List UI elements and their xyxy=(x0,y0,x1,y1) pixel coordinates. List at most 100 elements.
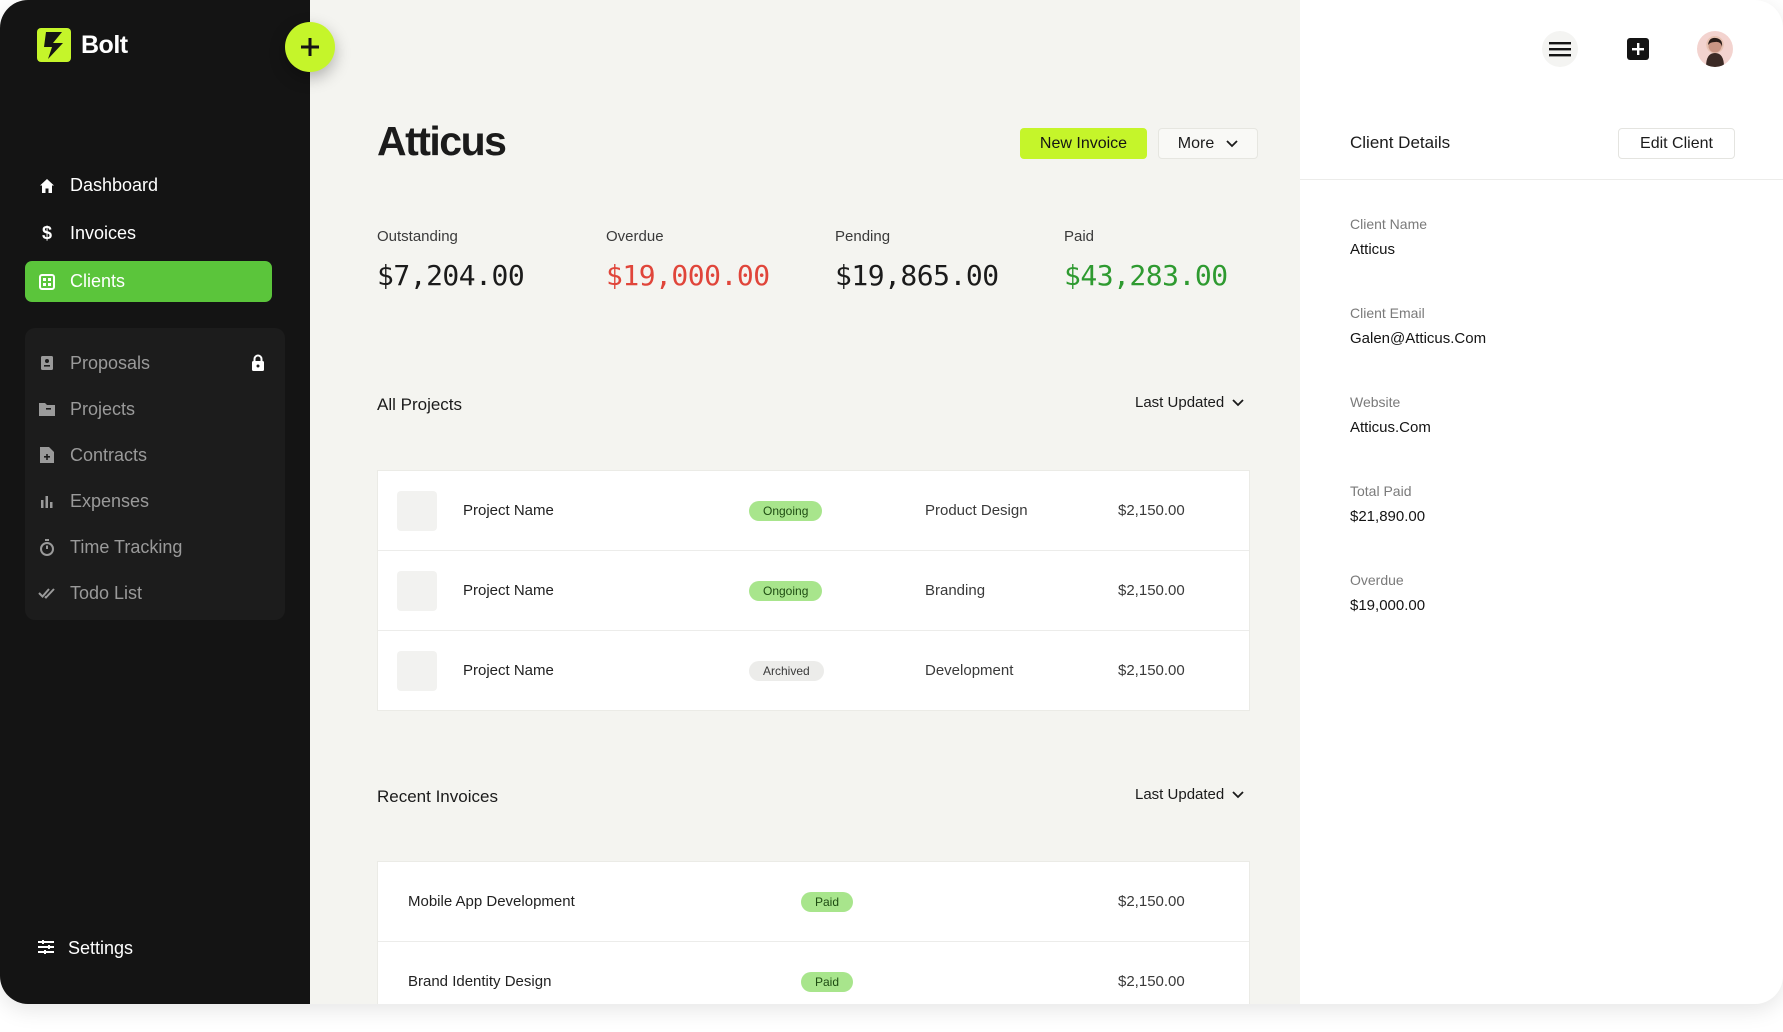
project-amount: $2,150.00 xyxy=(1118,502,1185,519)
project-name: Project Name xyxy=(463,502,554,519)
field-label: Total Paid xyxy=(1350,483,1412,499)
sidebar-item-expenses[interactable]: Expenses xyxy=(25,478,285,524)
status-cell: Archived xyxy=(749,631,824,710)
invoice-name: Mobile App Development xyxy=(408,893,575,910)
new-invoice-button[interactable]: New Invoice xyxy=(1020,128,1147,159)
more-dropdown[interactable]: More xyxy=(1158,128,1258,159)
home-icon xyxy=(38,177,56,195)
sidebar-item-label: Proposals xyxy=(70,352,151,373)
stat-overdue: Overdue $19,000.00 xyxy=(606,228,770,292)
invoice-amount: $2,150.00 xyxy=(1118,973,1185,990)
status-badge: Ongoing xyxy=(749,580,823,601)
client-details-panel: Client Details Edit Client Client Name A… xyxy=(1300,0,1783,1004)
divider xyxy=(1300,179,1783,180)
project-name: Project Name xyxy=(463,582,554,599)
projects-table: Project Name Ongoing Product Design $2,1… xyxy=(377,470,1250,711)
status-cell: Paid xyxy=(801,942,854,1004)
invoice-name: Brand Identity Design xyxy=(408,973,552,990)
edit-client-button[interactable]: Edit Client xyxy=(1618,128,1735,159)
stat-value: $43,283.00 xyxy=(1064,259,1228,292)
panel-title: Client Details xyxy=(1350,133,1451,152)
projects-section-title: All Projects xyxy=(377,395,463,414)
sliders-icon xyxy=(38,938,54,959)
project-thumbnail xyxy=(397,491,437,531)
sidebar: Bolt Dashboard $ Invoices xyxy=(0,0,310,1004)
project-name: Project Name xyxy=(463,662,554,679)
sidebar-item-label: Invoices xyxy=(70,223,137,243)
project-amount: $2,150.00 xyxy=(1118,582,1185,599)
folder-icon xyxy=(38,400,56,418)
status-cell: Ongoing xyxy=(749,551,823,630)
project-thumbnail xyxy=(397,651,437,691)
project-thumbnail xyxy=(397,571,437,611)
project-type: Development xyxy=(925,662,1014,679)
sidebar-item-todo-list[interactable]: Todo List xyxy=(25,570,285,616)
field-value: Atticus.Com xyxy=(1350,419,1431,436)
table-row[interactable]: Project Name Archived Development $2,150… xyxy=(378,631,1249,710)
chevron-down-icon xyxy=(1226,139,1238,147)
status-badge: Archived xyxy=(749,660,824,681)
main-nav: Dashboard $ Invoices Clients xyxy=(25,165,272,309)
field-value: $21,890.00 xyxy=(1350,508,1426,525)
invoice-amount: $2,150.00 xyxy=(1118,893,1185,910)
project-amount: $2,150.00 xyxy=(1118,662,1185,679)
sidebar-item-label: Expenses xyxy=(70,490,150,511)
sidebar-item-proposals[interactable]: Proposals xyxy=(25,340,285,386)
sidebar-item-clients[interactable]: Clients xyxy=(25,261,272,302)
invoices-table: Mobile App Development Paid $2,150.00 Br… xyxy=(377,861,1250,1004)
contract-icon xyxy=(38,446,56,464)
user-avatar-icon xyxy=(1706,37,1724,67)
sidebar-item-time-tracking[interactable]: Time Tracking xyxy=(25,524,285,570)
double-check-icon xyxy=(38,584,56,602)
stat-value: $19,865.00 xyxy=(835,259,999,292)
sidebar-item-contracts[interactable]: Contracts xyxy=(25,432,285,478)
add-button[interactable] xyxy=(1620,31,1656,67)
project-type: Product Design xyxy=(925,502,1028,519)
settings-label: Settings xyxy=(68,938,134,958)
more-label: More xyxy=(1177,134,1215,152)
projects-sort-dropdown[interactable]: Last Updated xyxy=(1135,394,1299,411)
table-row[interactable]: Mobile App Development Paid $2,150.00 xyxy=(378,862,1249,942)
field-label: Website xyxy=(1350,394,1401,410)
field-label: Client Email xyxy=(1350,305,1425,321)
plus-square-icon xyxy=(1627,38,1649,60)
create-new-button[interactable] xyxy=(285,22,335,72)
menu-button[interactable] xyxy=(1542,31,1578,67)
sidebar-item-settings[interactable]: Settings xyxy=(38,938,133,959)
sidebar-item-projects[interactable]: Projects xyxy=(25,386,285,432)
sidebar-item-label: Projects xyxy=(70,398,136,419)
stat-label: Overdue xyxy=(606,228,664,245)
stat-label: Paid xyxy=(1064,228,1095,245)
project-type: Branding xyxy=(925,582,986,599)
field-website: Website Atticus.Com xyxy=(1350,394,1431,436)
field-total-paid: Total Paid $21,890.00 xyxy=(1350,483,1425,525)
table-row[interactable]: Brand Identity Design Paid $2,150.00 xyxy=(378,942,1249,1004)
sidebar-item-label: Todo List xyxy=(70,582,143,603)
hamburger-icon xyxy=(1549,42,1571,57)
field-value: $19,000.00 xyxy=(1350,597,1426,614)
sidebar-item-label: Dashboard xyxy=(70,175,159,195)
invoices-sort-dropdown[interactable]: Last Updated xyxy=(1135,786,1299,803)
chevron-down-icon xyxy=(1232,790,1244,798)
chevron-down-icon xyxy=(1232,398,1244,406)
sidebar-item-dashboard[interactable]: Dashboard xyxy=(25,165,272,206)
sidebar-item-label: Contracts xyxy=(70,444,148,465)
stat-value: $19,000.00 xyxy=(606,259,770,292)
clients-icon xyxy=(38,273,56,291)
proposal-icon xyxy=(38,354,56,372)
field-value: Galen@Atticus.Com xyxy=(1350,330,1487,347)
lock-icon xyxy=(251,354,265,376)
bolt-logo-icon xyxy=(37,28,71,62)
stat-pending: Pending $19,865.00 xyxy=(835,228,999,292)
avatar[interactable] xyxy=(1697,31,1733,67)
field-value: Atticus xyxy=(1350,241,1396,258)
table-row[interactable]: Project Name Ongoing Product Design $2,1… xyxy=(378,471,1249,551)
table-row[interactable]: Project Name Ongoing Branding $2,150.00 xyxy=(378,551,1249,631)
sidebar-item-invoices[interactable]: $ Invoices xyxy=(25,213,272,254)
field-label: Overdue xyxy=(1350,572,1404,588)
plus-icon xyxy=(301,38,319,56)
stat-label: Outstanding xyxy=(377,228,458,245)
stat-outstanding: Outstanding $7,204.00 xyxy=(377,228,525,292)
field-label: Client Name xyxy=(1350,216,1428,232)
logo[interactable]: Bolt xyxy=(37,28,128,62)
